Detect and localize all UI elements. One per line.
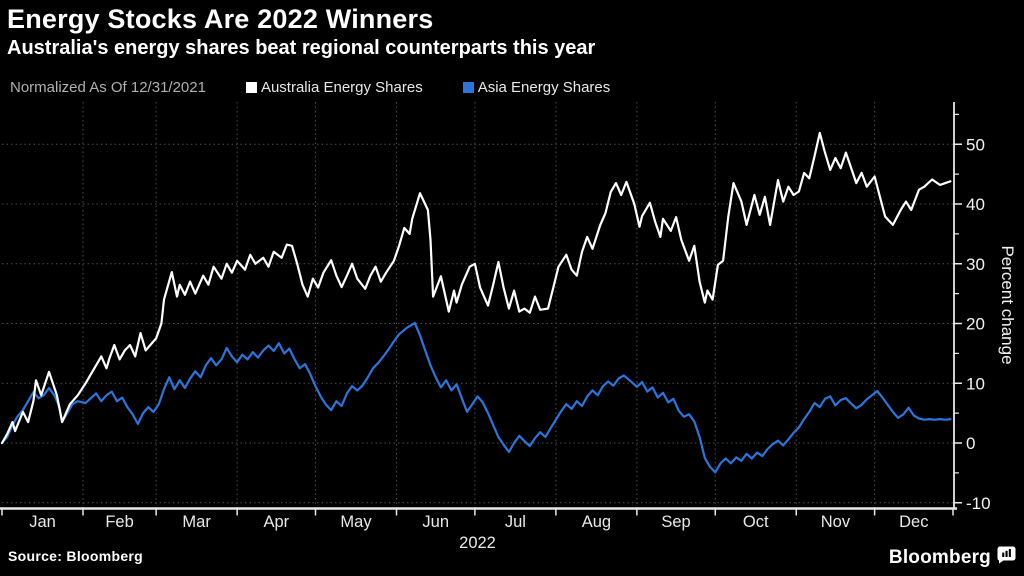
y-axis-title: Percent change <box>998 245 1017 364</box>
australia-legend-label: Australia Energy Shares <box>260 79 423 96</box>
asia-legend-swatch <box>462 82 474 93</box>
asia-series-line <box>0 321 952 474</box>
x-month-label: Aug <box>582 513 611 531</box>
bloomberg-brand: Bloomberg <box>889 546 1016 570</box>
x-month-label: Nov <box>821 513 851 531</box>
y-tick-label: 40 <box>966 195 985 214</box>
x-month-label: Feb <box>105 513 133 531</box>
source-note: Source: Bloomberg <box>8 548 144 564</box>
y-tick-label: 50 <box>966 135 985 154</box>
x-month-label: Sep <box>661 513 690 531</box>
x-year-label: 2022 <box>459 534 496 552</box>
x-month-label: Oct <box>743 513 769 531</box>
bloomberg-logo-icon <box>997 546 1016 570</box>
page-title: Energy Stocks Are 2022 Winners <box>7 4 434 34</box>
x-month-label: Mar <box>182 513 211 531</box>
y-tick-label: 10 <box>966 374 985 393</box>
legend-item-asia: Asia Energy Shares <box>462 79 611 96</box>
asia-legend-label: Asia Energy Shares <box>477 79 611 96</box>
y-tick-label: -10 <box>966 494 991 513</box>
x-month-label: Jun <box>422 513 449 531</box>
y-tick-label: 30 <box>966 255 985 274</box>
x-month-label: Jul <box>505 513 526 531</box>
y-tick-label: 0 <box>966 434 975 453</box>
y-tick-label: 20 <box>966 315 985 334</box>
x-month-label: Dec <box>899 513 928 531</box>
bloomberg-wordmark: Bloomberg <box>888 547 991 568</box>
chart-legend: Normalized As Of 12/31/2021 Australia En… <box>10 79 650 96</box>
x-month-label: Apr <box>263 513 289 531</box>
x-month-label: Jan <box>29 513 56 531</box>
australia-series-line <box>0 131 952 445</box>
page-subtitle: Australia's energy shares beat regional … <box>7 37 596 59</box>
legend-item-australia: Australia Energy Shares <box>245 79 423 96</box>
australia-legend-swatch <box>245 82 257 93</box>
normalized-note: Normalized As Of 12/31/2021 <box>10 79 206 96</box>
x-month-label: May <box>340 513 372 531</box>
